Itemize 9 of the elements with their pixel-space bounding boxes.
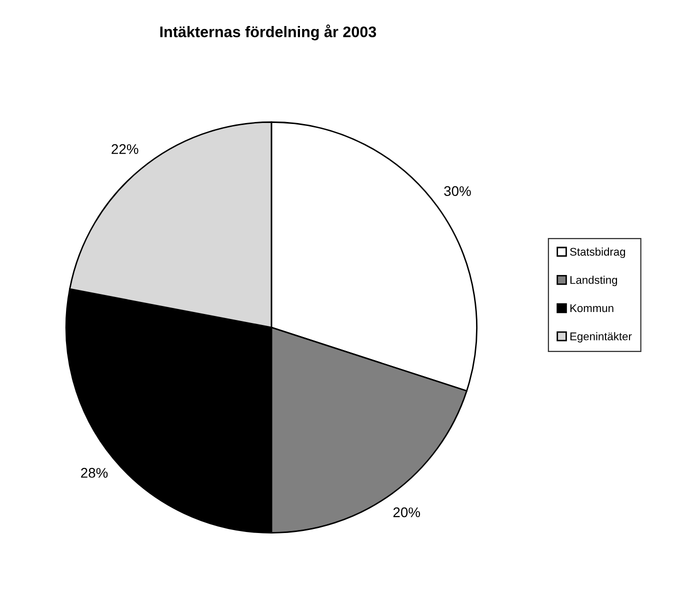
legend-label: Landsting	[570, 276, 618, 286]
data-label: 22%	[112, 144, 138, 154]
legend-label: Egenintäkter	[570, 332, 632, 342]
data-label: 30%	[444, 186, 471, 196]
chart-title: Intäkternas fördelning år 2003	[160, 24, 376, 40]
data-label: 20%	[393, 507, 420, 518]
data-label: 28%	[81, 468, 108, 478]
legend-label: Kommun	[570, 304, 614, 312]
legend-label: Statsbidrag	[570, 248, 626, 258]
